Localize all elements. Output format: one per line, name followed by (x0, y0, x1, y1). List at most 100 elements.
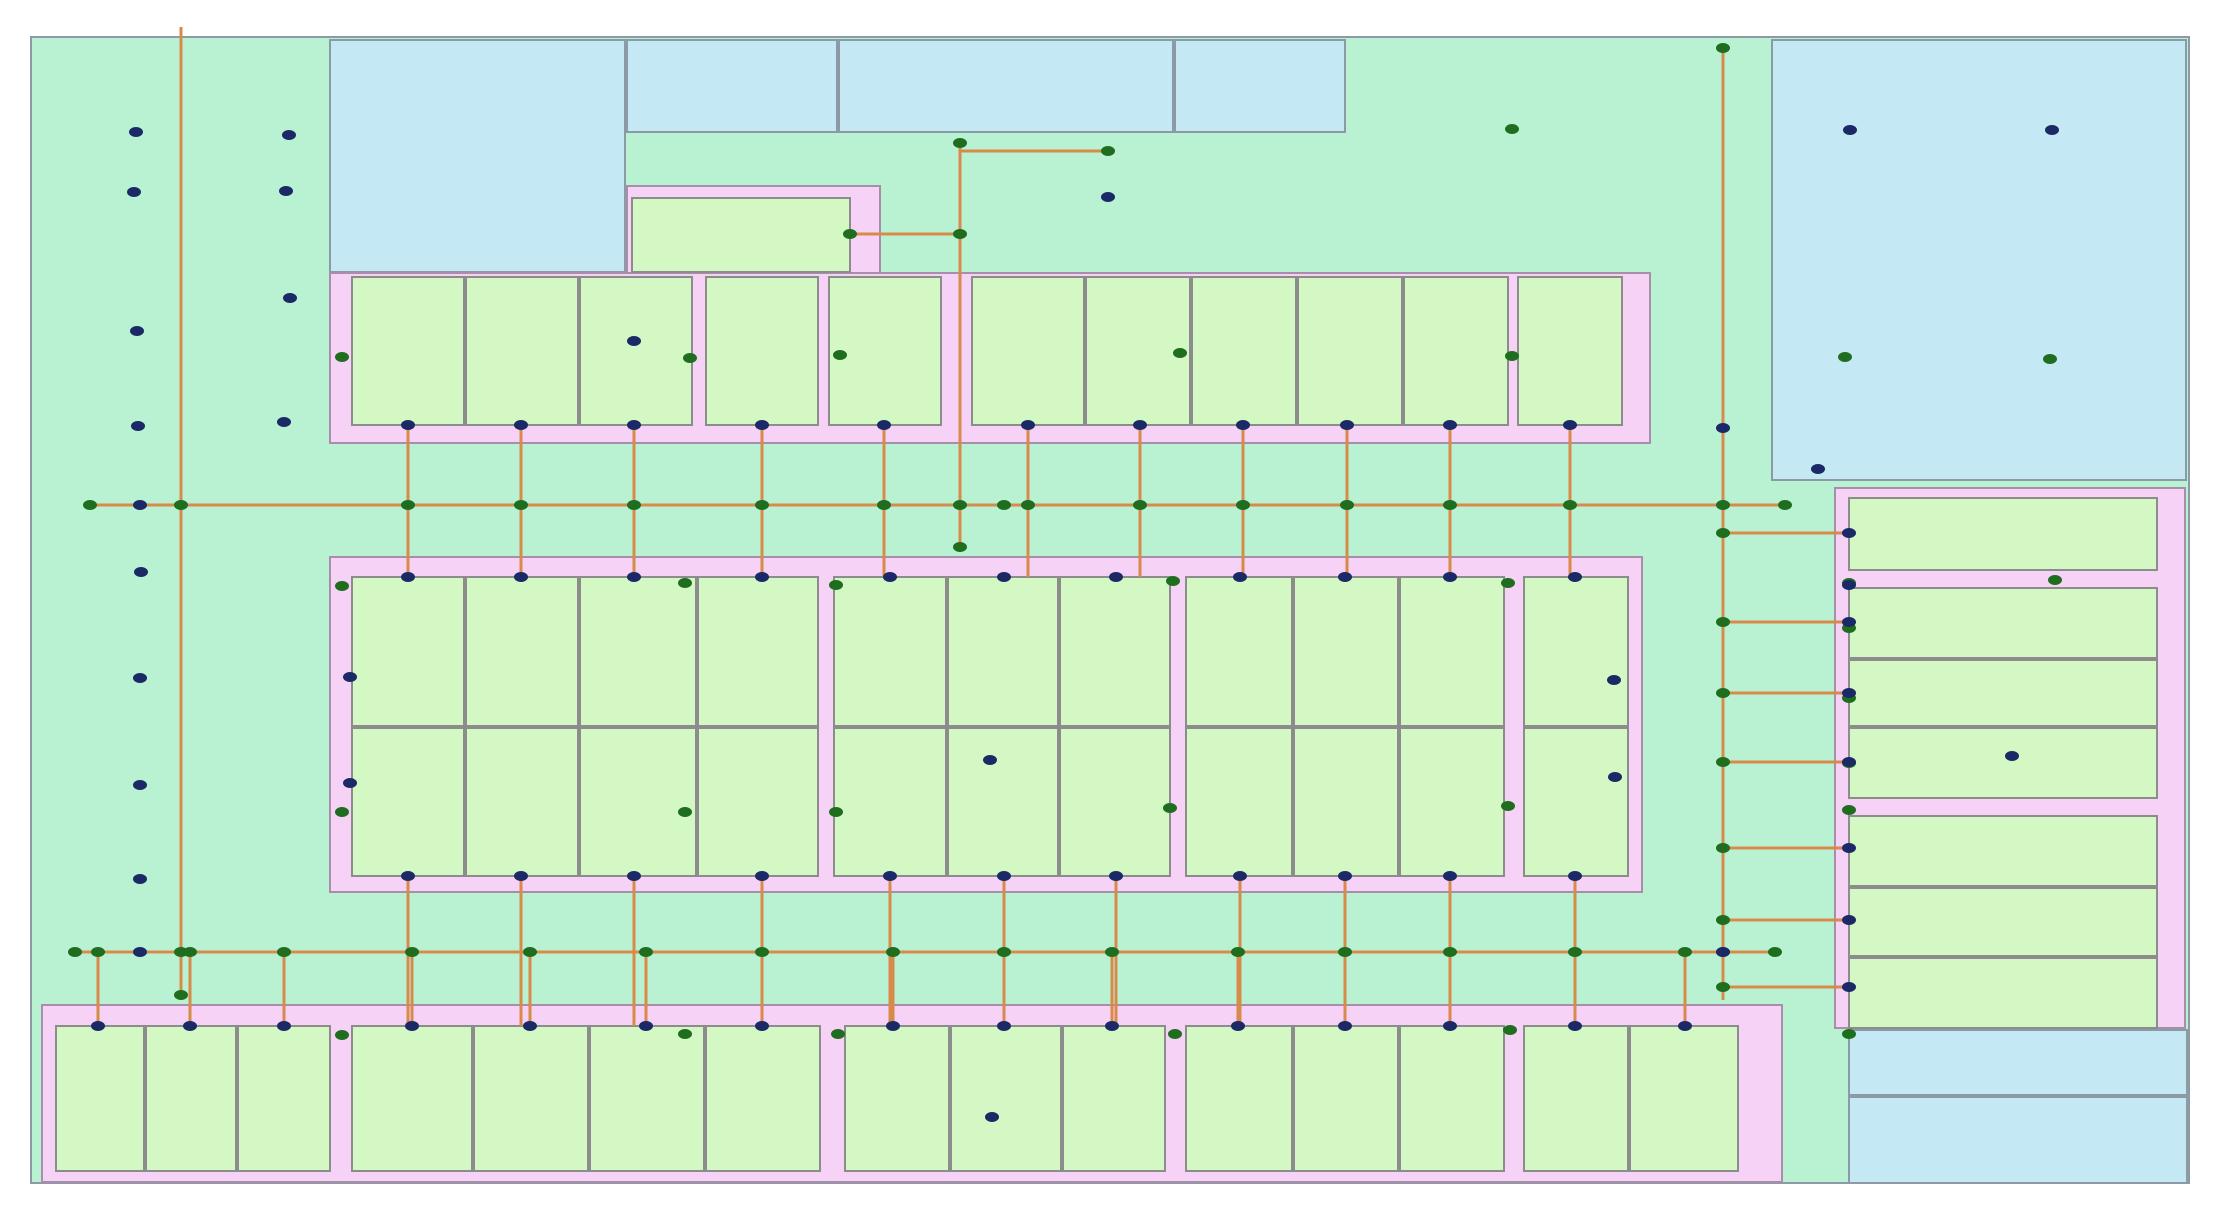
parcel (1523, 727, 1629, 877)
green-node (997, 947, 1011, 957)
parcel (55, 1025, 145, 1172)
navy-node (1133, 420, 1147, 430)
green-node (1716, 528, 1730, 538)
parcel (1403, 276, 1509, 426)
navy-node (1443, 572, 1457, 582)
parcel (1848, 887, 2158, 957)
green-node (1778, 500, 1792, 510)
navy-node (343, 672, 357, 682)
navy-node (755, 420, 769, 430)
navy-node (1843, 125, 1857, 135)
navy-node (1842, 688, 1856, 698)
green-node (277, 947, 291, 957)
green-node (678, 1029, 692, 1039)
green-node (877, 500, 891, 510)
navy-node (131, 421, 145, 431)
green-node (1716, 915, 1730, 925)
green-nodes (68, 43, 2062, 1040)
green-node (1716, 843, 1730, 853)
green-node (1716, 500, 1730, 510)
parcel (1293, 727, 1399, 877)
navy-node (127, 187, 141, 197)
green-node (1173, 348, 1187, 358)
parcel (1848, 815, 2158, 887)
parcel (465, 276, 579, 426)
green-node (83, 500, 97, 510)
green-node (68, 947, 82, 957)
navy-node (1236, 420, 1250, 430)
green-node (1443, 500, 1457, 510)
green-node (401, 500, 415, 510)
green-node (1231, 947, 1245, 957)
green-node (1503, 1025, 1517, 1035)
green-node (1838, 352, 1852, 362)
parcel (705, 1025, 821, 1172)
navy-node (985, 1112, 999, 1122)
parcel (947, 727, 1059, 877)
parcel-small (631, 197, 851, 273)
navy-node (983, 755, 997, 765)
parcel (1293, 1025, 1399, 1172)
green-node (678, 578, 692, 588)
navy-node (1338, 572, 1352, 582)
navy-node (1842, 982, 1856, 992)
navy-node (1568, 572, 1582, 582)
green-node (1568, 947, 1582, 957)
green-node (2048, 575, 2062, 585)
navy-node (1021, 420, 1035, 430)
navy-node (401, 420, 415, 430)
green-node (833, 350, 847, 360)
green-node (953, 138, 967, 148)
green-node (335, 807, 349, 817)
green-node (1168, 1029, 1182, 1039)
green-node (639, 947, 653, 957)
green-node (627, 500, 641, 510)
green-node (678, 807, 692, 817)
water-area-bottom-right-2 (1848, 1096, 2188, 1184)
parcel (1191, 276, 1297, 426)
parcel (1848, 957, 2158, 1029)
navy-node (883, 871, 897, 881)
navy-node (883, 572, 897, 582)
green-node (843, 229, 857, 239)
navy-node (1716, 423, 1730, 433)
navy-node (1109, 871, 1123, 881)
green-node (1716, 982, 1730, 992)
parcel (950, 1025, 1062, 1172)
parcel (1517, 276, 1623, 426)
green-node (1842, 1029, 1856, 1039)
parcel (1297, 276, 1403, 426)
green-node (953, 229, 967, 239)
navy-node (755, 572, 769, 582)
green-node (335, 352, 349, 362)
navy-nodes (91, 125, 2059, 1122)
parcel (1523, 1025, 1629, 1172)
green-node (1768, 947, 1782, 957)
navy-node (343, 778, 357, 788)
navy-node (279, 186, 293, 196)
green-node (1842, 805, 1856, 815)
green-node (886, 947, 900, 957)
green-node (1716, 688, 1730, 698)
navy-node (401, 871, 415, 881)
navy-node (886, 1021, 900, 1031)
parcel (145, 1025, 237, 1172)
navy-node (755, 871, 769, 881)
green-node (1505, 351, 1519, 361)
navy-node (627, 420, 641, 430)
navy-node (1811, 464, 1825, 474)
parcel (705, 276, 819, 426)
green-node (829, 580, 843, 590)
parcel (1185, 576, 1293, 727)
water-area-top-left (329, 39, 626, 273)
parcel (589, 1025, 705, 1172)
green-node (335, 1030, 349, 1040)
navy-node (133, 673, 147, 683)
parcel (1848, 497, 2158, 571)
navy-node (877, 420, 891, 430)
navy-node (277, 1021, 291, 1031)
green-node (1501, 801, 1515, 811)
parcel (697, 727, 819, 877)
green-node (1443, 947, 1457, 957)
